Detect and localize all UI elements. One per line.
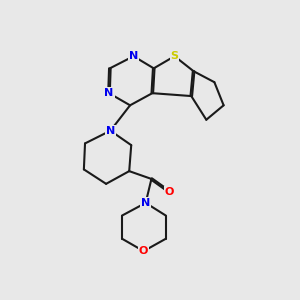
Text: N: N <box>129 51 138 61</box>
Text: N: N <box>104 88 114 98</box>
Text: N: N <box>106 126 115 136</box>
Text: O: O <box>165 187 174 197</box>
Text: O: O <box>139 246 148 256</box>
Text: S: S <box>170 51 178 61</box>
Text: N: N <box>141 198 150 208</box>
